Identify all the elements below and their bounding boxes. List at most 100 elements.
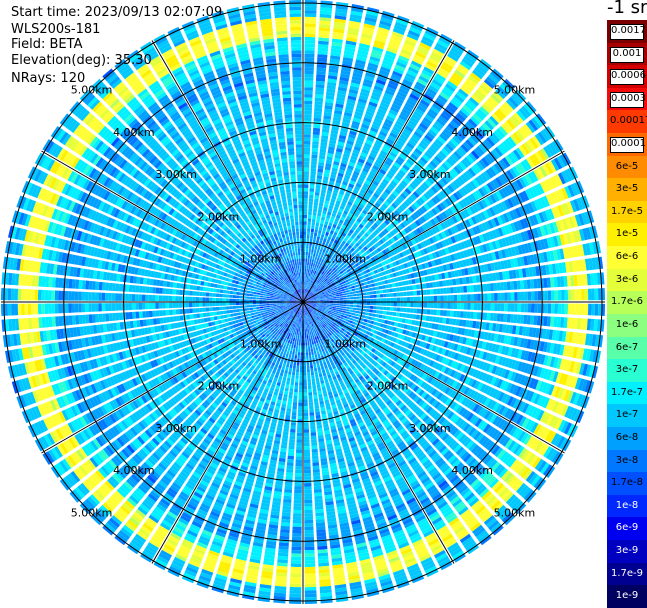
range-gate-cell <box>377 298 380 301</box>
range-gate-cell <box>312 341 314 345</box>
range-gate-cell <box>312 344 315 348</box>
range-gate-cell <box>369 313 373 316</box>
range-gate-cell <box>520 315 524 324</box>
range-gate-cell <box>377 302 380 305</box>
range-gate-cell <box>313 337 315 341</box>
range-gate-cell <box>450 311 454 317</box>
range-gate-cell <box>430 296 433 301</box>
range-gate-cell <box>373 306 377 309</box>
range-gate-cell <box>345 288 349 291</box>
range-gate-cell <box>461 303 465 309</box>
range-gate-cell <box>348 287 352 290</box>
range-gate-cell <box>349 307 353 309</box>
range-gate-cell <box>373 291 377 294</box>
range-gate-cell <box>406 314 410 319</box>
range-gate-cell <box>343 306 347 308</box>
range-gate-cell <box>450 287 454 293</box>
range-gate-cell <box>507 292 511 300</box>
range-gate-cell <box>554 304 558 314</box>
range-gate-cell <box>558 304 562 314</box>
range-gate-cell <box>380 298 383 301</box>
range-gate-cell <box>361 315 365 318</box>
range-gate-cell <box>317 216 321 220</box>
range-gate-cell <box>453 287 457 293</box>
range-gate-cell <box>309 245 312 249</box>
range-gate-cell <box>312 222 316 226</box>
range-gate-cell <box>422 315 426 320</box>
range-gate-cell <box>317 213 321 217</box>
range-gate-cell <box>348 289 352 292</box>
range-gate-cell <box>575 304 579 315</box>
range-gate-cell <box>432 316 436 322</box>
range-gate-cell <box>429 282 433 288</box>
range-gate-cell <box>309 198 313 202</box>
range-gate-cell <box>367 302 370 305</box>
range-gate-cell <box>501 293 505 301</box>
range-gate-cell <box>386 293 390 297</box>
range-gate-cell <box>306 252 308 255</box>
range-gate-cell <box>362 312 366 315</box>
range-gate-cell <box>558 290 562 300</box>
range-gate-cell <box>389 288 393 292</box>
range-gate-cell <box>357 302 360 304</box>
range-gate-cell <box>454 303 458 309</box>
range-gate-cell <box>375 286 379 290</box>
range-gate-cell <box>304 275 305 278</box>
range-gate-cell <box>473 285 477 292</box>
range-gate-cell <box>341 289 345 292</box>
range-gate-cell <box>336 298 339 300</box>
range-gate-cell <box>310 175 315 179</box>
range-gate-cell <box>304 285 305 288</box>
range-gate-cell <box>303 248 305 251</box>
range-gate-cell <box>304 141 310 145</box>
range-gate-cell <box>457 295 461 301</box>
range-gate-cell <box>467 312 471 319</box>
range-gate-cell <box>342 311 346 313</box>
range-gate-cell <box>427 296 430 301</box>
range-gate-cell <box>379 286 383 290</box>
range-gate-cell <box>305 279 306 282</box>
range-gate-cell <box>471 303 475 310</box>
range-gate-cell <box>304 131 311 135</box>
range-gate-cell <box>412 285 416 290</box>
range-gate-cell <box>316 250 319 254</box>
range-gate-cell <box>416 284 420 289</box>
range-gate-cell <box>323 303 326 304</box>
range-gate-cell <box>307 228 310 232</box>
range-gate-cell <box>363 306 367 309</box>
range-gate-cell <box>316 300 319 301</box>
range-gate-cell <box>314 260 317 264</box>
range-gate-cell <box>393 307 397 311</box>
range-gate-cell <box>313 205 317 209</box>
range-gate-cell <box>352 288 356 291</box>
range-gate-cell <box>568 290 572 301</box>
range-gate-cell <box>353 297 357 299</box>
range-gate-cell <box>416 315 420 320</box>
range-gate-cell <box>534 303 538 312</box>
range-gate-cell <box>544 291 548 301</box>
range-gate-cell <box>399 313 403 317</box>
range-gate-cell <box>513 281 517 290</box>
range-gate-cell <box>366 309 370 312</box>
range-gate-cell <box>457 311 461 318</box>
range-gate-cell <box>303 225 306 228</box>
range-gate-cell <box>412 314 416 319</box>
range-gate-cell <box>308 218 312 222</box>
range-gate-cell <box>355 288 359 291</box>
range-gate-cell <box>310 171 315 175</box>
range-gate-cell <box>436 317 440 323</box>
range-gate-cell <box>503 314 507 322</box>
range-gate-cell <box>314 232 317 236</box>
range-gate-cell <box>333 297 336 299</box>
range-gate-cell <box>440 295 444 301</box>
range-gate-cell <box>319 241 322 245</box>
range-gate-cell <box>392 283 396 287</box>
range-gate-cell <box>333 299 336 301</box>
range-gate-cell <box>309 202 313 206</box>
range-gate-cell <box>386 289 390 293</box>
range-gate-cell <box>310 259 312 263</box>
range-gate-cell <box>329 296 333 298</box>
range-gate-cell <box>490 313 494 321</box>
range-gate-cell <box>304 54 314 58</box>
range-gate-cell <box>305 44 315 48</box>
